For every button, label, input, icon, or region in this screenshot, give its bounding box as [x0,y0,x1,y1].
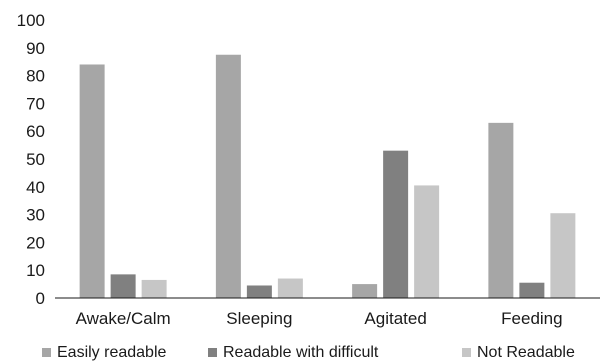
x-category-label: Awake/Calm [76,309,171,328]
x-category-label: Agitated [364,309,426,328]
legend-swatch [462,348,471,357]
bar-awake-calm-series-3 [141,279,167,298]
legend-swatch [208,348,217,357]
y-tick-label: 0 [36,289,45,308]
bars [79,54,576,298]
y-tick-label: 90 [26,39,45,58]
bar-feeding-series-1 [488,122,514,298]
bar-feeding-series-3 [550,213,576,298]
bar-awake-calm-series-1 [79,64,105,298]
bar-agitated-series-3 [414,185,440,298]
y-tick-label: 50 [26,150,45,169]
legend: Easily readable Readable with difficult No… [42,344,575,361]
bar-sleeping-series-1 [215,54,241,298]
legend-label: Easily readable [57,344,167,361]
y-tick-label: 40 [26,178,45,197]
y-tick-label: 60 [26,122,45,141]
y-tick-label: 30 [26,206,45,225]
bar-agitated-series-2 [383,150,409,298]
legend-swatch [42,348,51,357]
bar-feeding-series-2 [519,282,545,298]
y-axis: 0 10 20 30 40 50 60 70 80 90 100 [17,11,45,308]
x-category-label: Feeding [501,309,562,328]
y-tick-label: 70 [26,94,45,113]
y-tick-label: 20 [26,233,45,252]
bar-agitated-series-1 [352,284,378,298]
y-tick-label: 100 [17,11,45,30]
x-axis: Awake/Calm Sleeping Agitated Feeding [76,309,563,328]
legend-label: Readable with difficult [223,344,379,361]
x-category-label: Sleeping [226,309,292,328]
legend-label: Not Readable [477,344,575,361]
y-tick-label: 10 [26,261,45,280]
bar-awake-calm-series-2 [110,274,136,298]
y-tick-label: 80 [26,67,45,86]
bar-sleeping-series-2 [246,285,272,298]
bar-sleeping-series-3 [277,278,303,298]
